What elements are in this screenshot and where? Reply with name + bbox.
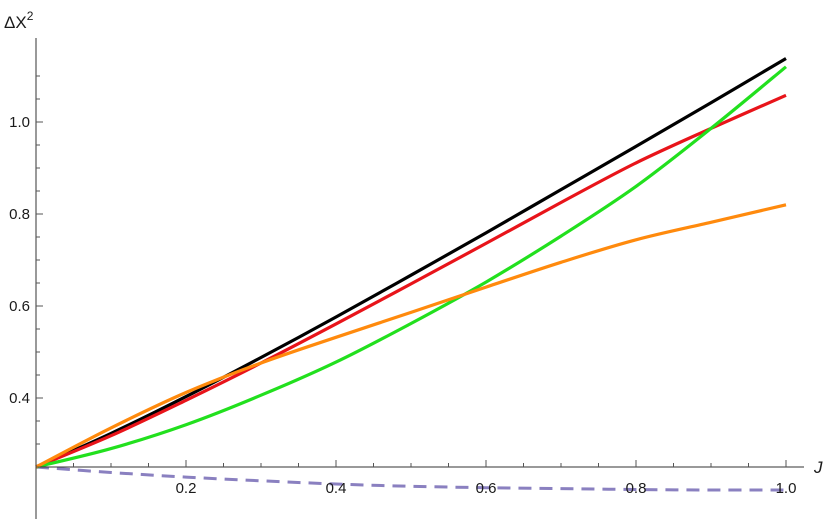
- series-line-4: [35, 203, 787, 469]
- series-line-1: [35, 57, 787, 469]
- x-tick-label: 0.6: [476, 480, 497, 497]
- labels-layer: 0.2 0.4 0.6 0.8 1.0 0.4 0.6 0.8 1.0 J ΔX2: [4, 9, 823, 497]
- series-line-2: [35, 93, 787, 469]
- x-tick-label: 0.4: [326, 480, 347, 497]
- y-axis-title-base: ΔX: [4, 13, 27, 32]
- y-tick-label: 0.4: [9, 390, 30, 407]
- y-tick-label: 1.0: [9, 114, 30, 131]
- series-line-5: [35, 465, 787, 492]
- y-tick-label: 0.6: [9, 298, 30, 315]
- y-axis-title: ΔX2: [4, 9, 34, 32]
- series-line-3: [35, 65, 788, 469]
- x-tick-label: 1.0: [776, 480, 797, 497]
- x-tick-label: 0.2: [176, 480, 197, 497]
- y-tick-label: 0.8: [9, 206, 30, 223]
- axes-layer: [35, 38, 804, 519]
- y-axis-title-superscript: 2: [27, 9, 34, 23]
- x-tick-label: 0.8: [626, 480, 647, 497]
- series-layer: [35, 57, 788, 492]
- x-axis-title: J: [813, 458, 823, 477]
